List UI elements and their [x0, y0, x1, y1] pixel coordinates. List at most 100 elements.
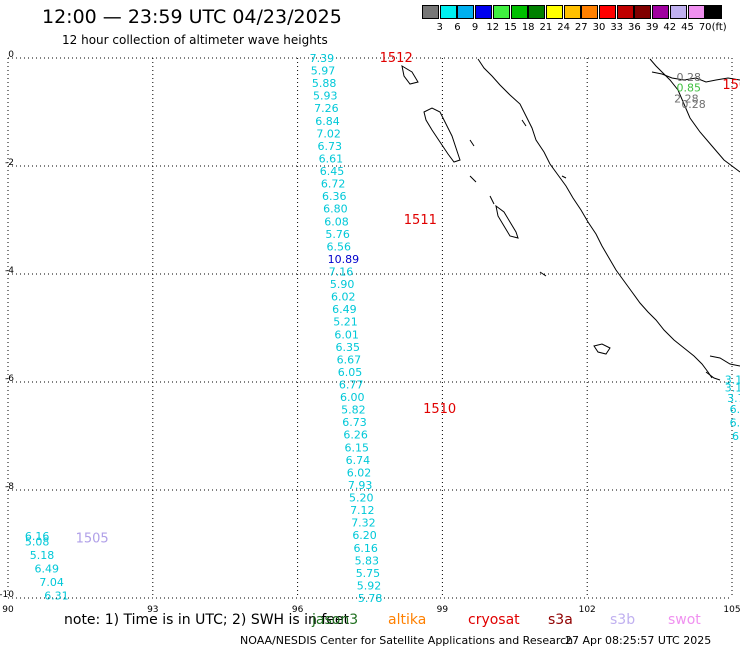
swh-value: 3.1 — [725, 381, 740, 394]
scale-label: 12 — [486, 22, 500, 33]
x-tick-label: 90 — [2, 605, 14, 615]
swh-value: 6. — [730, 403, 740, 416]
scale-swatch — [669, 5, 687, 19]
swh-value: 6.02 — [331, 291, 356, 304]
swh-value: 6.72 — [321, 178, 346, 191]
scale-swatch — [422, 5, 439, 19]
y-tick-label: -6 — [5, 374, 14, 384]
swh-value: 6.36 — [322, 190, 347, 203]
chart-subtitle: 12 hour collection of altimeter wave hei… — [62, 33, 328, 47]
scale-label: 45 — [681, 22, 694, 33]
x-tick-label: 99 — [437, 605, 449, 615]
swh-value: 7.04 — [39, 576, 64, 589]
singapore-coastline — [651, 71, 740, 83]
x-tick-label: 93 — [147, 605, 158, 615]
y-tick-label: 0 — [8, 50, 14, 60]
swh-value: 5.20 — [349, 492, 374, 505]
scale-label: 33 — [610, 22, 624, 33]
scale-label: 70 — [698, 22, 712, 33]
swh-value: 10.89 — [328, 253, 360, 266]
scale-swatch — [616, 5, 634, 19]
sumatra-coastline — [477, 58, 713, 379]
swh-value: 6 — [732, 430, 739, 443]
swh-value: 6.15 — [344, 441, 369, 454]
swh-value: 7.26 — [314, 102, 339, 115]
scale-label: 30 — [592, 22, 606, 33]
scale-label: 27 — [574, 22, 588, 33]
scale-label: 21 — [539, 22, 553, 33]
scale-label: 6 — [454, 22, 461, 33]
swh-value: 7.32 — [351, 517, 376, 530]
swh-value: 5.90 — [330, 278, 355, 291]
satellite-name-s3a: s3a — [548, 612, 573, 628]
scale-label: 39 — [645, 22, 659, 33]
swh-value: 6.02 — [347, 466, 372, 479]
swh-value: 6.49 — [332, 303, 357, 316]
scale-label: 9 — [471, 22, 479, 33]
swh-value: 5.82 — [341, 404, 366, 417]
batu-islands — [469, 175, 567, 205]
sumatra-east-coast — [649, 58, 740, 173]
swh-value: 6.08 — [324, 215, 349, 228]
coastline — [401, 58, 740, 381]
satellite-name-altika: altika — [388, 612, 427, 628]
x-tick-label: 96 — [292, 605, 304, 615]
scale-swatch — [705, 5, 723, 19]
pass-number-label: 1511 — [404, 213, 437, 228]
swh-value: 6.16 — [25, 530, 50, 543]
y-tick-label: -2 — [5, 158, 14, 168]
satellite-name-cryosat: cryosat — [468, 612, 520, 628]
issued-timestamp: 27 Apr 08:25:57 UTC 2025 — [565, 634, 712, 647]
swh-value: 7.93 — [348, 479, 373, 492]
x-tick-label: 102 — [579, 605, 596, 615]
swh-value: 7.02 — [316, 127, 341, 140]
swh-value: 6.80 — [323, 203, 348, 216]
scale-label: 3 — [436, 22, 443, 33]
swh-value: 6.67 — [337, 353, 362, 366]
swh-value: 5.78 — [358, 592, 383, 605]
swh-value: 6.73 — [342, 416, 367, 429]
swh-value: 5.76 — [325, 228, 350, 241]
swh-value: 6.56 — [327, 240, 352, 253]
pass-number-label: 1512 — [380, 51, 413, 66]
scale-swatch — [563, 5, 581, 19]
footer-note: note: 1) Time is in UTC; 2) SWH is in fe… — [64, 612, 350, 628]
scale-label: 24 — [557, 22, 570, 33]
swh-value: 6.45 — [320, 165, 345, 178]
credit-line: NOAA/NESDIS Center for Satellite Applica… — [240, 634, 574, 647]
scale-swatch — [545, 5, 563, 19]
scale-swatch — [528, 5, 546, 19]
swh-value: 5.75 — [356, 567, 381, 580]
scale-swatch — [581, 5, 599, 19]
enggano-island — [593, 343, 611, 355]
swh-value: 5.93 — [313, 90, 338, 103]
swh-value: 6.84 — [315, 115, 340, 128]
scale-unit: (ft) — [711, 22, 727, 33]
swh-value: 6.00 — [340, 391, 365, 404]
scale-swatch — [634, 5, 652, 19]
scale-swatch — [599, 5, 616, 19]
scale-swatch — [457, 5, 475, 19]
satellite-name-s3b: s3b — [610, 612, 636, 628]
pass-number-label: 1506 — [722, 78, 740, 93]
swh-value: 6.20 — [352, 529, 377, 542]
swh-value: 0.28 — [676, 71, 701, 84]
y-tick-label: -8 — [5, 482, 14, 492]
scale-label: 18 — [521, 22, 535, 33]
swh-value: 0.85 — [676, 82, 701, 95]
swh-value: 7.12 — [350, 504, 375, 517]
swh-value: 5.08 — [25, 535, 50, 548]
scale-swatch — [652, 5, 670, 19]
pass-number-label: 1505 — [76, 532, 109, 547]
swh-value: 6.05 — [338, 366, 363, 379]
swh-value: 5.83 — [355, 554, 380, 567]
y-tick-label: -10 — [0, 590, 14, 600]
swh-value: 6.16 — [353, 542, 378, 555]
scale-label: 15 — [504, 22, 517, 33]
satellite-name-jason3: jason3 — [312, 612, 359, 628]
swh-value: 6.35 — [335, 341, 360, 354]
swh-value: 2.28 — [674, 93, 699, 106]
swh-value: 6.26 — [343, 429, 368, 442]
y-tick-label: -4 — [5, 266, 14, 276]
swh-value: 7.39 — [310, 52, 335, 65]
